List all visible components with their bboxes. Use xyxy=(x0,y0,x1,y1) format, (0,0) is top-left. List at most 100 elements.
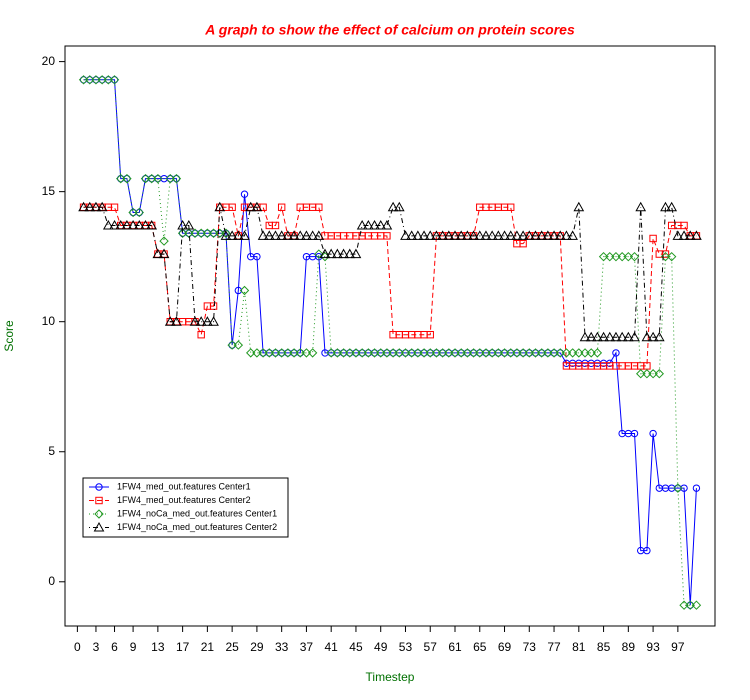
marker xyxy=(542,230,554,240)
x-tick-label: 77 xyxy=(547,640,561,654)
marker xyxy=(462,230,473,240)
x-tick-label: 45 xyxy=(349,640,363,654)
marker xyxy=(253,252,261,261)
legend-marker xyxy=(95,496,103,505)
x-tick-label: 73 xyxy=(523,640,537,654)
marker xyxy=(487,348,497,358)
marker xyxy=(499,348,510,358)
marker xyxy=(245,201,257,212)
marker xyxy=(567,348,578,358)
marker xyxy=(84,201,96,212)
marker xyxy=(653,331,665,342)
marker xyxy=(481,348,491,358)
marker xyxy=(196,228,206,238)
x-tick-label: 85 xyxy=(597,640,611,654)
marker xyxy=(419,348,429,358)
marker xyxy=(351,348,361,358)
marker xyxy=(96,201,108,212)
marker xyxy=(78,75,89,85)
marker xyxy=(673,483,683,493)
marker xyxy=(649,234,657,243)
marker xyxy=(270,230,281,240)
legend-marker xyxy=(93,521,105,532)
marker xyxy=(507,203,515,211)
marker xyxy=(672,230,684,240)
marker xyxy=(579,331,591,342)
chart-title: A graph to show the effect of calcium on… xyxy=(204,22,575,38)
marker xyxy=(190,228,200,238)
marker xyxy=(691,600,702,610)
marker xyxy=(636,369,646,379)
marker xyxy=(536,348,547,358)
marker xyxy=(388,348,398,358)
marker xyxy=(227,340,237,350)
marker xyxy=(289,348,299,358)
marker xyxy=(424,230,436,240)
marker xyxy=(468,230,479,240)
marker xyxy=(617,251,627,262)
marker xyxy=(605,251,615,262)
marker xyxy=(400,230,411,240)
marker xyxy=(425,348,435,358)
marker xyxy=(444,348,454,358)
marker xyxy=(649,429,657,438)
x-tick-label: 93 xyxy=(646,640,660,654)
marker xyxy=(604,331,616,342)
marker xyxy=(666,201,678,212)
marker xyxy=(684,230,696,240)
marker xyxy=(97,75,107,85)
marker xyxy=(641,331,653,342)
legend-box xyxy=(82,477,289,538)
marker xyxy=(530,348,541,358)
marker xyxy=(189,316,201,326)
x-tick-label: 29 xyxy=(250,640,264,654)
marker xyxy=(172,174,181,183)
marker xyxy=(102,219,114,230)
marker xyxy=(369,348,380,358)
marker xyxy=(598,251,609,262)
marker xyxy=(110,203,119,211)
marker xyxy=(381,219,393,230)
marker xyxy=(462,348,473,358)
marker xyxy=(443,230,455,240)
marker xyxy=(356,219,368,230)
x-tick-label: 61 xyxy=(448,640,462,654)
x-axis-label: Timestep xyxy=(366,670,415,684)
marker xyxy=(573,201,585,212)
marker xyxy=(221,228,231,238)
marker xyxy=(660,251,671,262)
marker xyxy=(400,348,411,358)
marker xyxy=(307,348,318,358)
marker xyxy=(301,348,312,358)
marker xyxy=(121,219,133,230)
legend-marker xyxy=(95,483,103,491)
marker xyxy=(301,230,312,240)
marker xyxy=(561,230,572,240)
marker xyxy=(171,173,182,184)
marker xyxy=(393,201,405,212)
marker xyxy=(165,173,175,184)
marker xyxy=(258,348,268,358)
marker xyxy=(680,484,688,492)
marker xyxy=(642,369,652,379)
marker xyxy=(264,348,274,358)
marker xyxy=(214,201,226,212)
marker xyxy=(208,316,219,326)
marker xyxy=(128,207,138,218)
marker xyxy=(406,348,417,358)
marker xyxy=(387,201,399,212)
marker xyxy=(171,316,182,326)
marker xyxy=(456,348,466,358)
marker xyxy=(239,285,250,296)
marker xyxy=(314,249,324,259)
legend-label: 1FW4_noCa_med_out.features Center1 xyxy=(117,508,277,518)
marker xyxy=(332,248,343,259)
marker xyxy=(283,348,293,358)
marker xyxy=(561,348,572,358)
marker xyxy=(511,230,523,240)
y-tick-label: 0 xyxy=(48,574,55,588)
marker xyxy=(468,348,479,358)
marker xyxy=(103,75,114,85)
marker xyxy=(109,219,120,230)
